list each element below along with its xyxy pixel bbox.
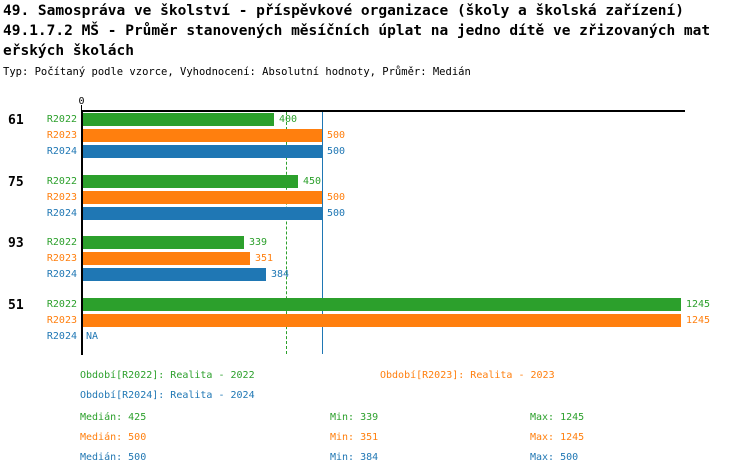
series-row-label-r2022: R2022 (46, 237, 77, 248)
series-row-label-r2023: R2023 (46, 192, 77, 203)
stat-min-r2024: Min: 384 (330, 452, 379, 463)
bar-61-r2024 (83, 145, 322, 158)
bar-93-r2024 (83, 268, 266, 281)
series-row-label-r2023: R2023 (46, 253, 77, 264)
bar-value-label: 500 (327, 130, 346, 141)
series-row-label-r2022: R2022 (46, 176, 77, 187)
stat-min-r2022: Min: 339 (330, 412, 379, 423)
bar-value-label: 339 (249, 237, 268, 248)
x-axis-tick-zero (81, 105, 82, 110)
series-row-label-r2024: R2024 (46, 146, 77, 157)
legend-item-r2022: Období[R2022]: Realita - 2022 (80, 370, 255, 381)
series-row-label-r2023: R2023 (46, 130, 77, 141)
bar-value-label: 384 (271, 269, 290, 280)
chart-title-line-2: 49.1.7.2 MŠ - Průměr stanovených měsíční… (3, 23, 711, 39)
bar-93-r2022 (83, 236, 244, 249)
category-label-93: 93 (8, 236, 24, 251)
series-row-label-r2022: R2022 (46, 114, 77, 125)
stat-max-r2023: Max: 1245 (530, 432, 585, 443)
category-label-51: 51 (8, 297, 24, 313)
bar-value-label: 1245 (686, 315, 711, 326)
bar-61-r2023 (83, 129, 322, 142)
bar-51-r2023 (83, 314, 681, 327)
y-axis-line (81, 110, 83, 355)
series-row-label-r2023: R2023 (46, 315, 77, 326)
bar-51-r2022 (83, 298, 681, 311)
series-row-label-r2024: R2024 (46, 331, 77, 342)
bar-93-r2023 (83, 252, 250, 265)
bar-value-label: 500 (327, 146, 346, 157)
bar-value-label: 500 (327, 192, 346, 203)
stat-median-r2023: Medián: 500 (80, 432, 147, 443)
bar-75-r2024 (83, 207, 322, 220)
stat-median-r2024: Medián: 500 (80, 452, 147, 463)
bar-value-label: 400 (279, 114, 298, 125)
legend-item-r2024: Období[R2024]: Realita - 2024 (80, 390, 255, 401)
series-row-label-r2024: R2024 (46, 208, 77, 219)
chart-header: 49. Samospráva ve školství - příspěvkové… (3, 1, 710, 79)
bar-value-label: 1245 (686, 299, 711, 310)
x-axis-line (81, 110, 685, 112)
stat-max-r2024: Max: 500 (530, 452, 579, 463)
x-axis-tick-label-zero: 0 (78, 96, 85, 107)
bar-value-na: NA (86, 331, 99, 342)
chart-subtitle: Typ: Počítaný podle vzorce, Vyhodnocení:… (3, 66, 471, 78)
bar-value-label: 450 (303, 176, 322, 187)
category-label-75: 75 (8, 174, 24, 190)
legend-item-r2023: Období[R2023]: Realita - 2023 (380, 370, 555, 381)
chart-title-line-1: 49. Samospráva ve školství - příspěvkové… (3, 3, 684, 19)
chart-title-line-3: eřských školách (3, 43, 134, 59)
bar-value-label: 500 (327, 208, 346, 219)
median-line-r2024 (322, 112, 323, 354)
series-row-label-r2022: R2022 (46, 299, 77, 310)
category-label-61: 61 (8, 113, 24, 128)
bar-75-r2023 (83, 191, 322, 204)
bar-value-label: 351 (255, 253, 274, 264)
stat-median-r2022: Medián: 425 (80, 412, 147, 423)
median-line-r2022 (286, 112, 287, 354)
stat-max-r2022: Max: 1245 (530, 412, 585, 423)
stat-min-r2023: Min: 351 (330, 432, 379, 443)
bar-61-r2022 (83, 113, 274, 126)
series-row-label-r2024: R2024 (46, 269, 77, 280)
bar-75-r2022 (83, 175, 298, 188)
